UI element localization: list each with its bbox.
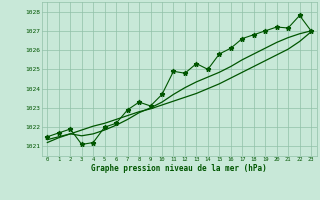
X-axis label: Graphe pression niveau de la mer (hPa): Graphe pression niveau de la mer (hPa) [91, 164, 267, 173]
